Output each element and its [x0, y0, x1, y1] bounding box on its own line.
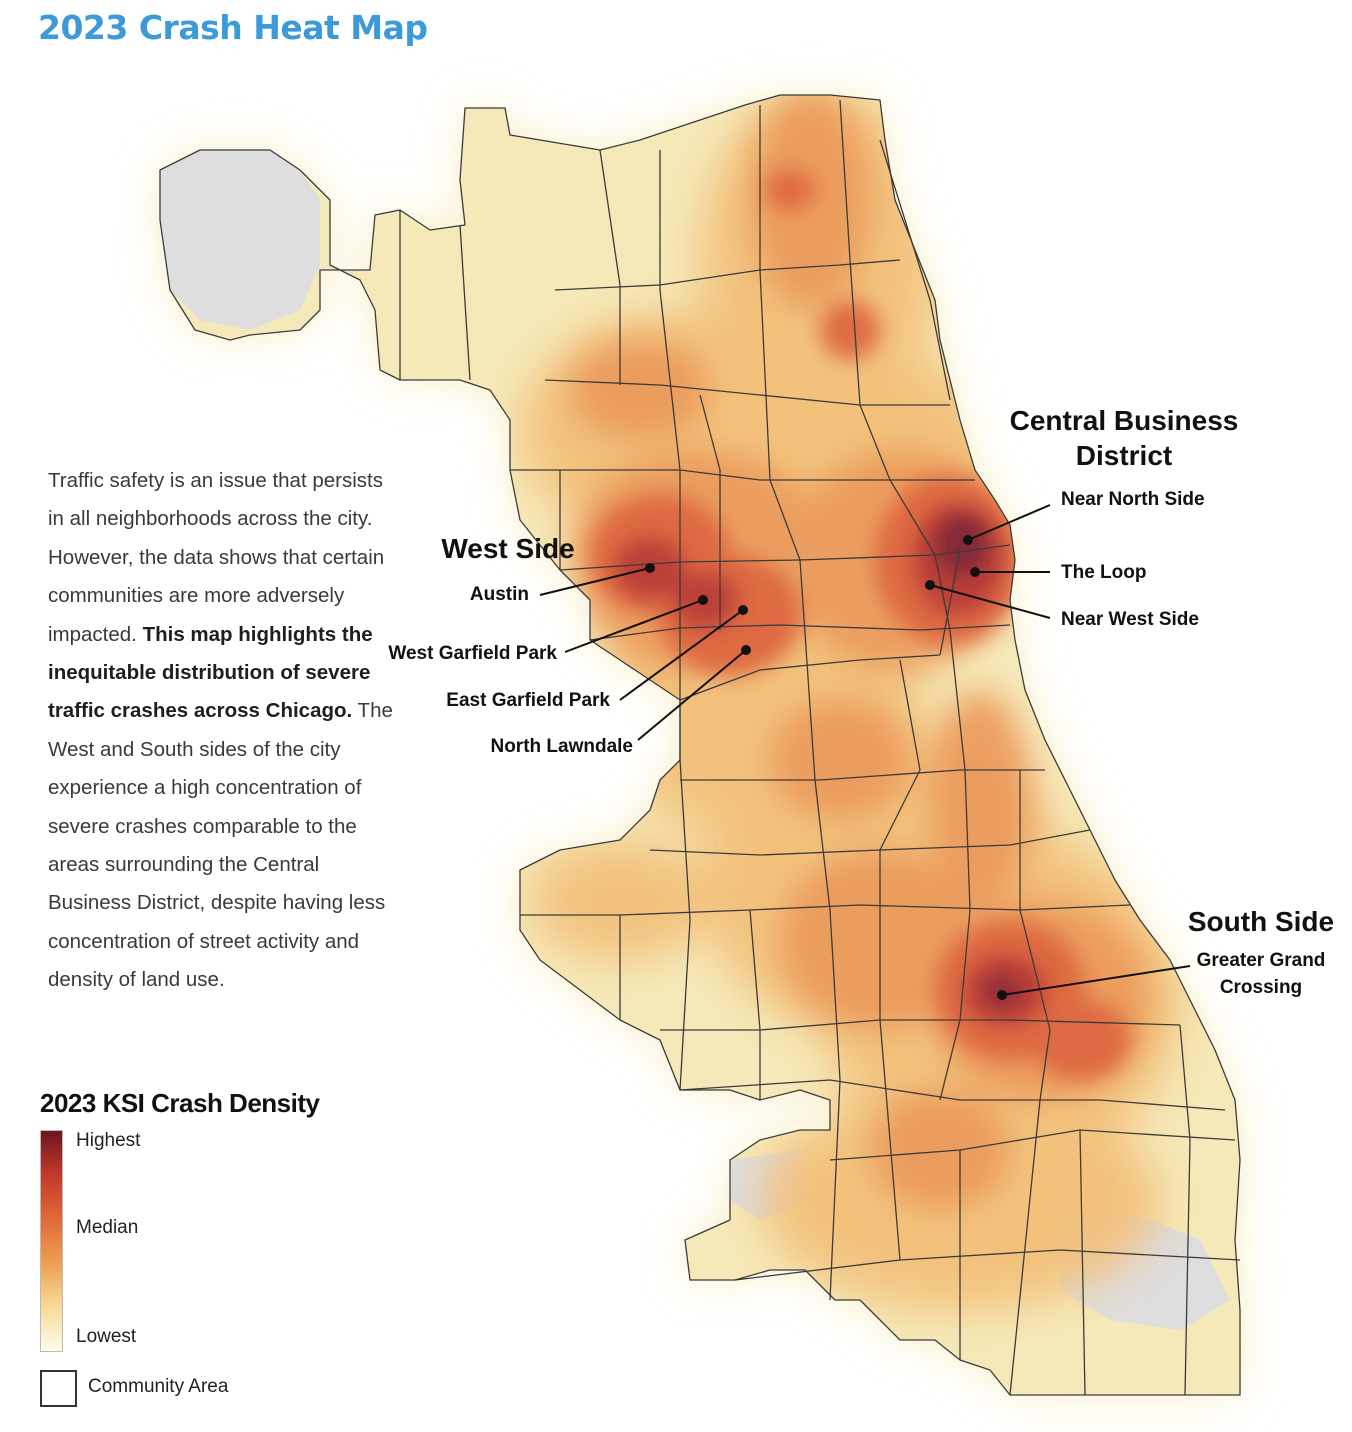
- label-ggc-line2: Crossing: [1220, 977, 1302, 998]
- region-label-cbd-line1: Central Business: [1010, 405, 1239, 436]
- leader-lines: [539, 504, 1191, 996]
- leader-dots: [645, 535, 1007, 1000]
- intro-paragraph: Traffic safety is an issue that persists…: [48, 462, 393, 1000]
- region-label-south-side: South Side: [1188, 906, 1334, 937]
- legend-highest-label: Highest: [76, 1130, 141, 1151]
- legend-community-area-swatch: [40, 1370, 77, 1407]
- legend-lowest-label: Lowest: [76, 1326, 137, 1347]
- legend-color-ramp: [40, 1130, 63, 1352]
- intro-text-2: The West and South sides of the city exp…: [48, 699, 393, 992]
- label-north-lawndale: North Lawndale: [490, 736, 633, 757]
- legend-median-label: Median: [76, 1217, 139, 1238]
- region-label-west-side: West Side: [441, 533, 574, 564]
- region-label-cbd-line2: District: [1076, 440, 1172, 471]
- intro-text-bold: This map highlights the inequitable dist…: [48, 622, 373, 723]
- label-near-west-side: Near West Side: [1061, 609, 1199, 630]
- community-area-boundaries: [159, 94, 1241, 1396]
- label-near-north-side: Near North Side: [1061, 489, 1205, 510]
- legend-title: 2023 KSI Crash Density: [40, 1088, 320, 1118]
- intro-text-1: Traffic safety is an issue that persists…: [48, 469, 385, 646]
- label-east-garfield-park: East Garfield Park: [446, 690, 610, 711]
- label-austin: Austin: [470, 584, 529, 605]
- legend-community-area-label: Community Area: [88, 1376, 229, 1397]
- label-ggc-line1: Greater Grand: [1197, 950, 1326, 971]
- page-title: 2023 Crash Heat Map: [38, 8, 428, 47]
- label-the-loop: The Loop: [1061, 562, 1146, 583]
- label-west-garfield-park: West Garfield Park: [388, 643, 557, 664]
